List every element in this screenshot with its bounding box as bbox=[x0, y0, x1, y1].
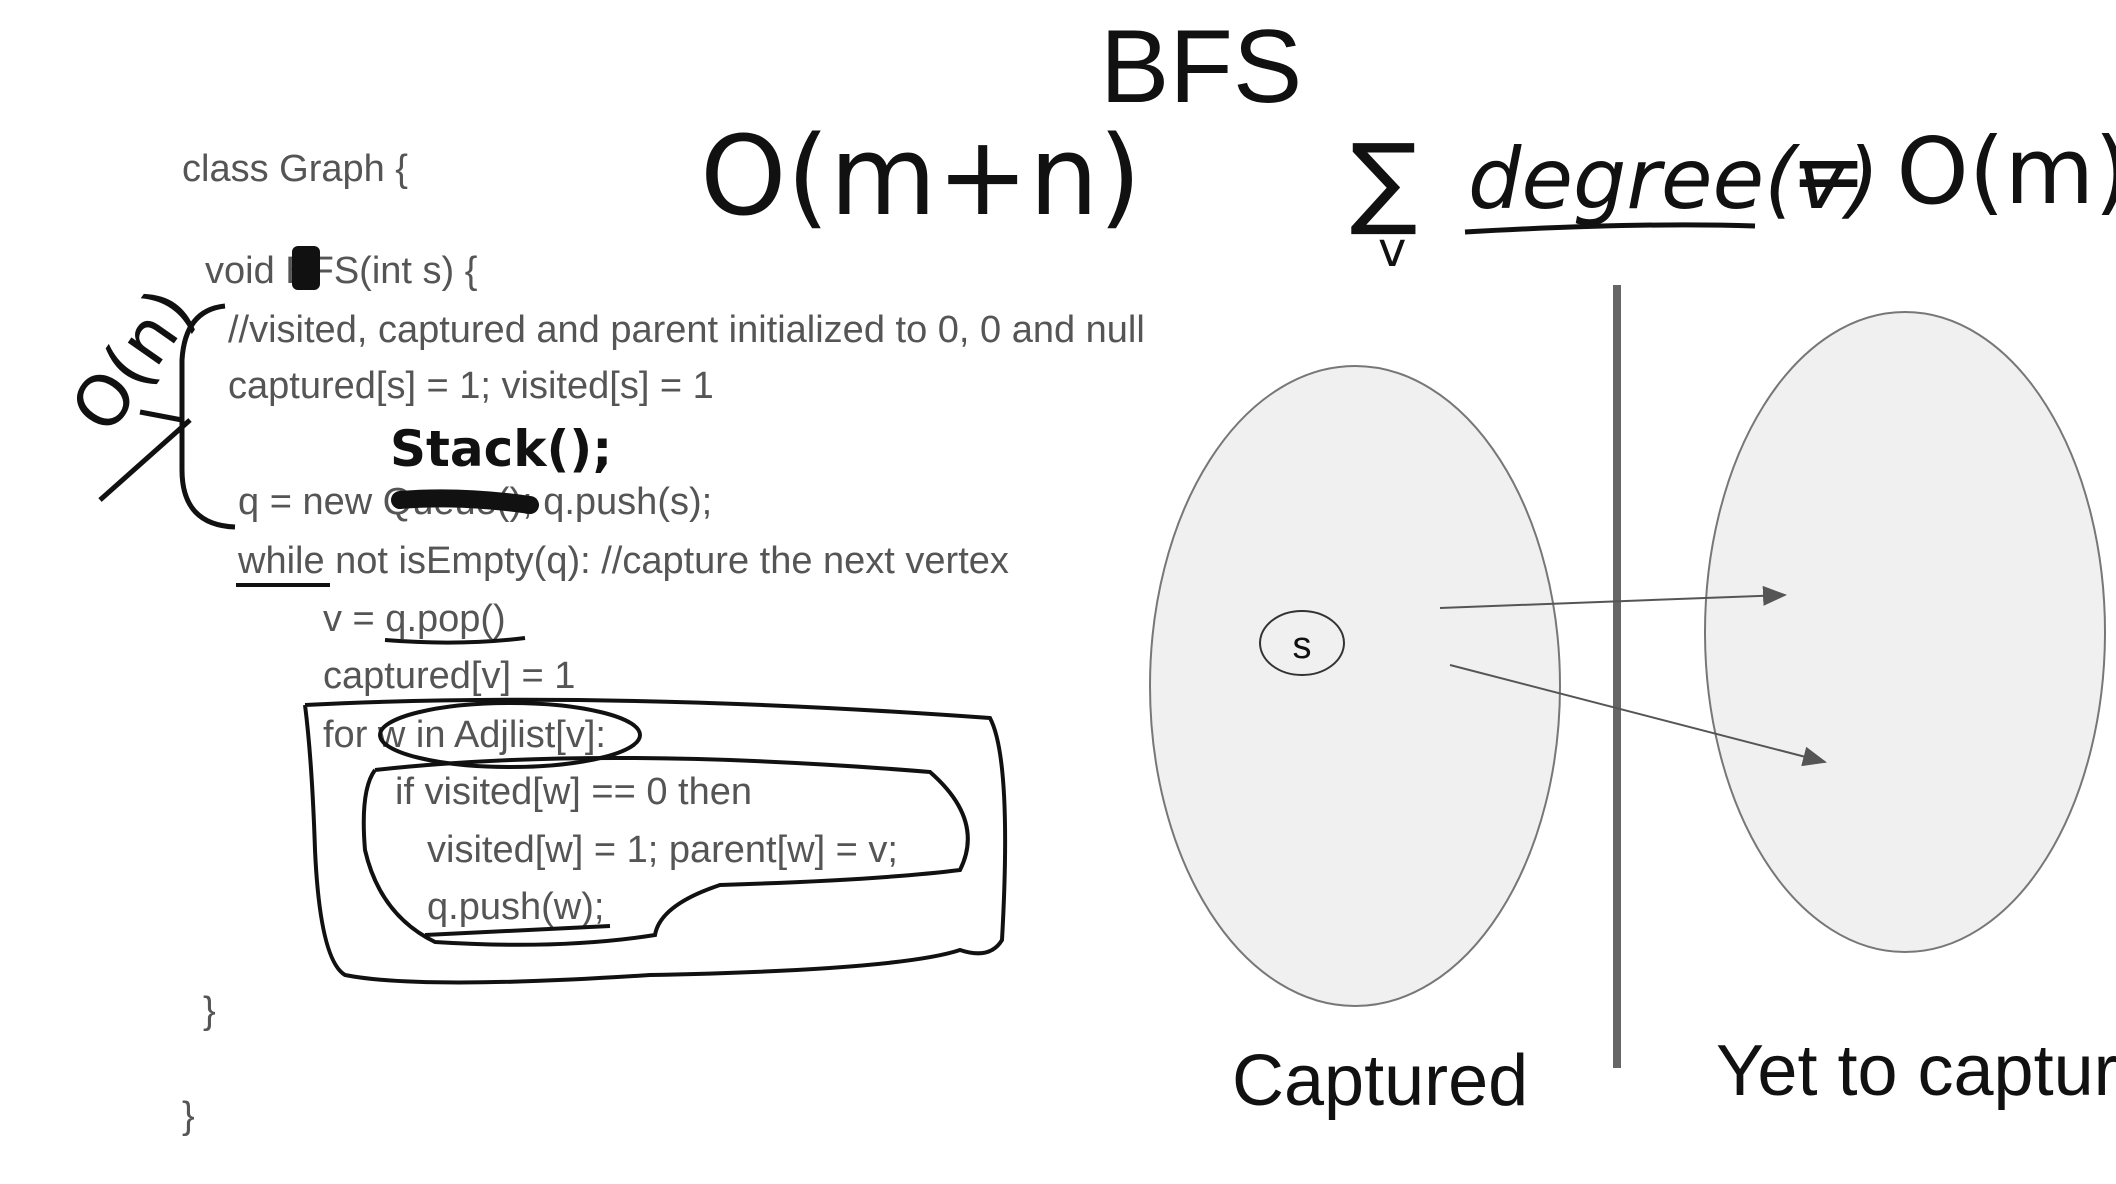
handwritten-sum-index: v bbox=[1378, 222, 1407, 278]
code-line-for: for w in Adjlist[v]: bbox=[323, 714, 606, 756]
outer-loop-box bbox=[303, 697, 1008, 985]
init-brace-tick bbox=[139, 409, 183, 423]
source-node-label: s bbox=[1293, 625, 1312, 667]
code-line-if: if visited[w] == 0 then bbox=[395, 771, 752, 813]
source-node bbox=[1259, 610, 1345, 676]
slide-title: BFS bbox=[1100, 9, 1303, 125]
code-line-close-class: } bbox=[182, 1095, 195, 1137]
handwritten-stack: Stack(); bbox=[390, 420, 613, 478]
init-brace bbox=[179, 303, 236, 530]
captured-set bbox=[1149, 365, 1561, 1007]
yet-to-capture-set bbox=[1704, 311, 2106, 953]
queue-strikethrough bbox=[391, 489, 539, 514]
code-line-close-method: } bbox=[203, 990, 216, 1032]
code-line-push-w: q.push(w); bbox=[427, 886, 605, 928]
code-line-while: while not isEmpty(q): //capture the next… bbox=[238, 540, 1009, 582]
code-line-visit-w: visited[w] = 1; parent[w] = v; bbox=[427, 829, 898, 871]
degree-underline bbox=[1464, 222, 1756, 235]
yet-to-capture-label: Yet to capture bbox=[1716, 1031, 2116, 1111]
edge-arrow-lower bbox=[1449, 664, 1827, 767]
code-line-class: class Graph { bbox=[182, 148, 408, 190]
inner-if-box bbox=[361, 756, 970, 947]
code-line-pop: v = q.pop() bbox=[323, 598, 506, 640]
handwritten-sum-symbol: ∑ bbox=[1350, 122, 1418, 239]
adjlist-circle bbox=[378, 701, 642, 769]
init-cost-slash bbox=[98, 418, 192, 502]
captured-label: Captured bbox=[1232, 1041, 1529, 1121]
handwritten-degree-term: degree(v) bbox=[1468, 130, 1880, 228]
code-line-captured-visited: captured[s] = 1; visited[s] = 1 bbox=[228, 365, 714, 407]
push-underline bbox=[424, 924, 611, 937]
handwritten-complexity-total: O(m+n) bbox=[700, 112, 1142, 240]
pop-underline bbox=[384, 636, 526, 645]
code-line-capture-v: captured[v] = 1 bbox=[323, 655, 576, 697]
overwrite-b-mark bbox=[292, 246, 320, 290]
code-line-queue: q = new Queue(); q.push(s); bbox=[238, 481, 713, 523]
code-line-comment-init: //visited, captured and parent initializ… bbox=[228, 309, 1145, 351]
edge-arrow-upper bbox=[1439, 585, 1787, 609]
handwritten-degree-result: = O(m) bbox=[1790, 118, 2116, 225]
